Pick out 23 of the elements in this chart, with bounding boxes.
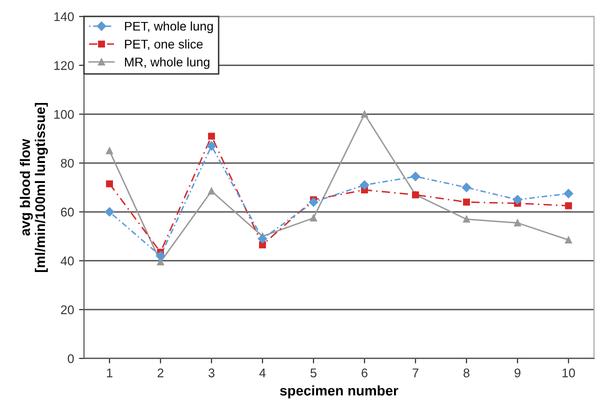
y-axis-title: avg blood flow [ml/min/100ml lungtissue] xyxy=(20,102,48,272)
y-tick-label: 60 xyxy=(61,208,74,217)
y-tick-label: 20 xyxy=(61,305,74,314)
x-tick-label: 4 xyxy=(259,368,266,378)
legend-label: PET, one slice xyxy=(125,39,203,50)
legend-label: PET, whole lung xyxy=(125,21,213,34)
y-tick-label: 0 xyxy=(68,354,74,364)
x-tick-label: 9 xyxy=(514,368,520,378)
y-tick-label: 40 xyxy=(60,256,74,266)
x-axis-title: specimen number xyxy=(280,385,398,398)
x-tick-label: 8 xyxy=(464,368,470,378)
y-tick-label: 120 xyxy=(54,61,74,70)
x-tick-label: 3 xyxy=(208,368,214,378)
x-tick-label: 2 xyxy=(158,368,164,378)
legend-label: MR, whole lung xyxy=(125,57,210,69)
x-tick-label: 5 xyxy=(310,368,316,378)
x-tick-label: 6 xyxy=(362,368,368,378)
y-tick-label: 140 xyxy=(54,12,74,22)
x-tick-label: 10 xyxy=(562,368,575,378)
x-tick-label: 1 xyxy=(106,368,112,378)
y-tick-label: 100 xyxy=(54,110,74,119)
x-tick-label: 7 xyxy=(412,368,418,378)
y-tick-label: 80 xyxy=(60,158,74,168)
